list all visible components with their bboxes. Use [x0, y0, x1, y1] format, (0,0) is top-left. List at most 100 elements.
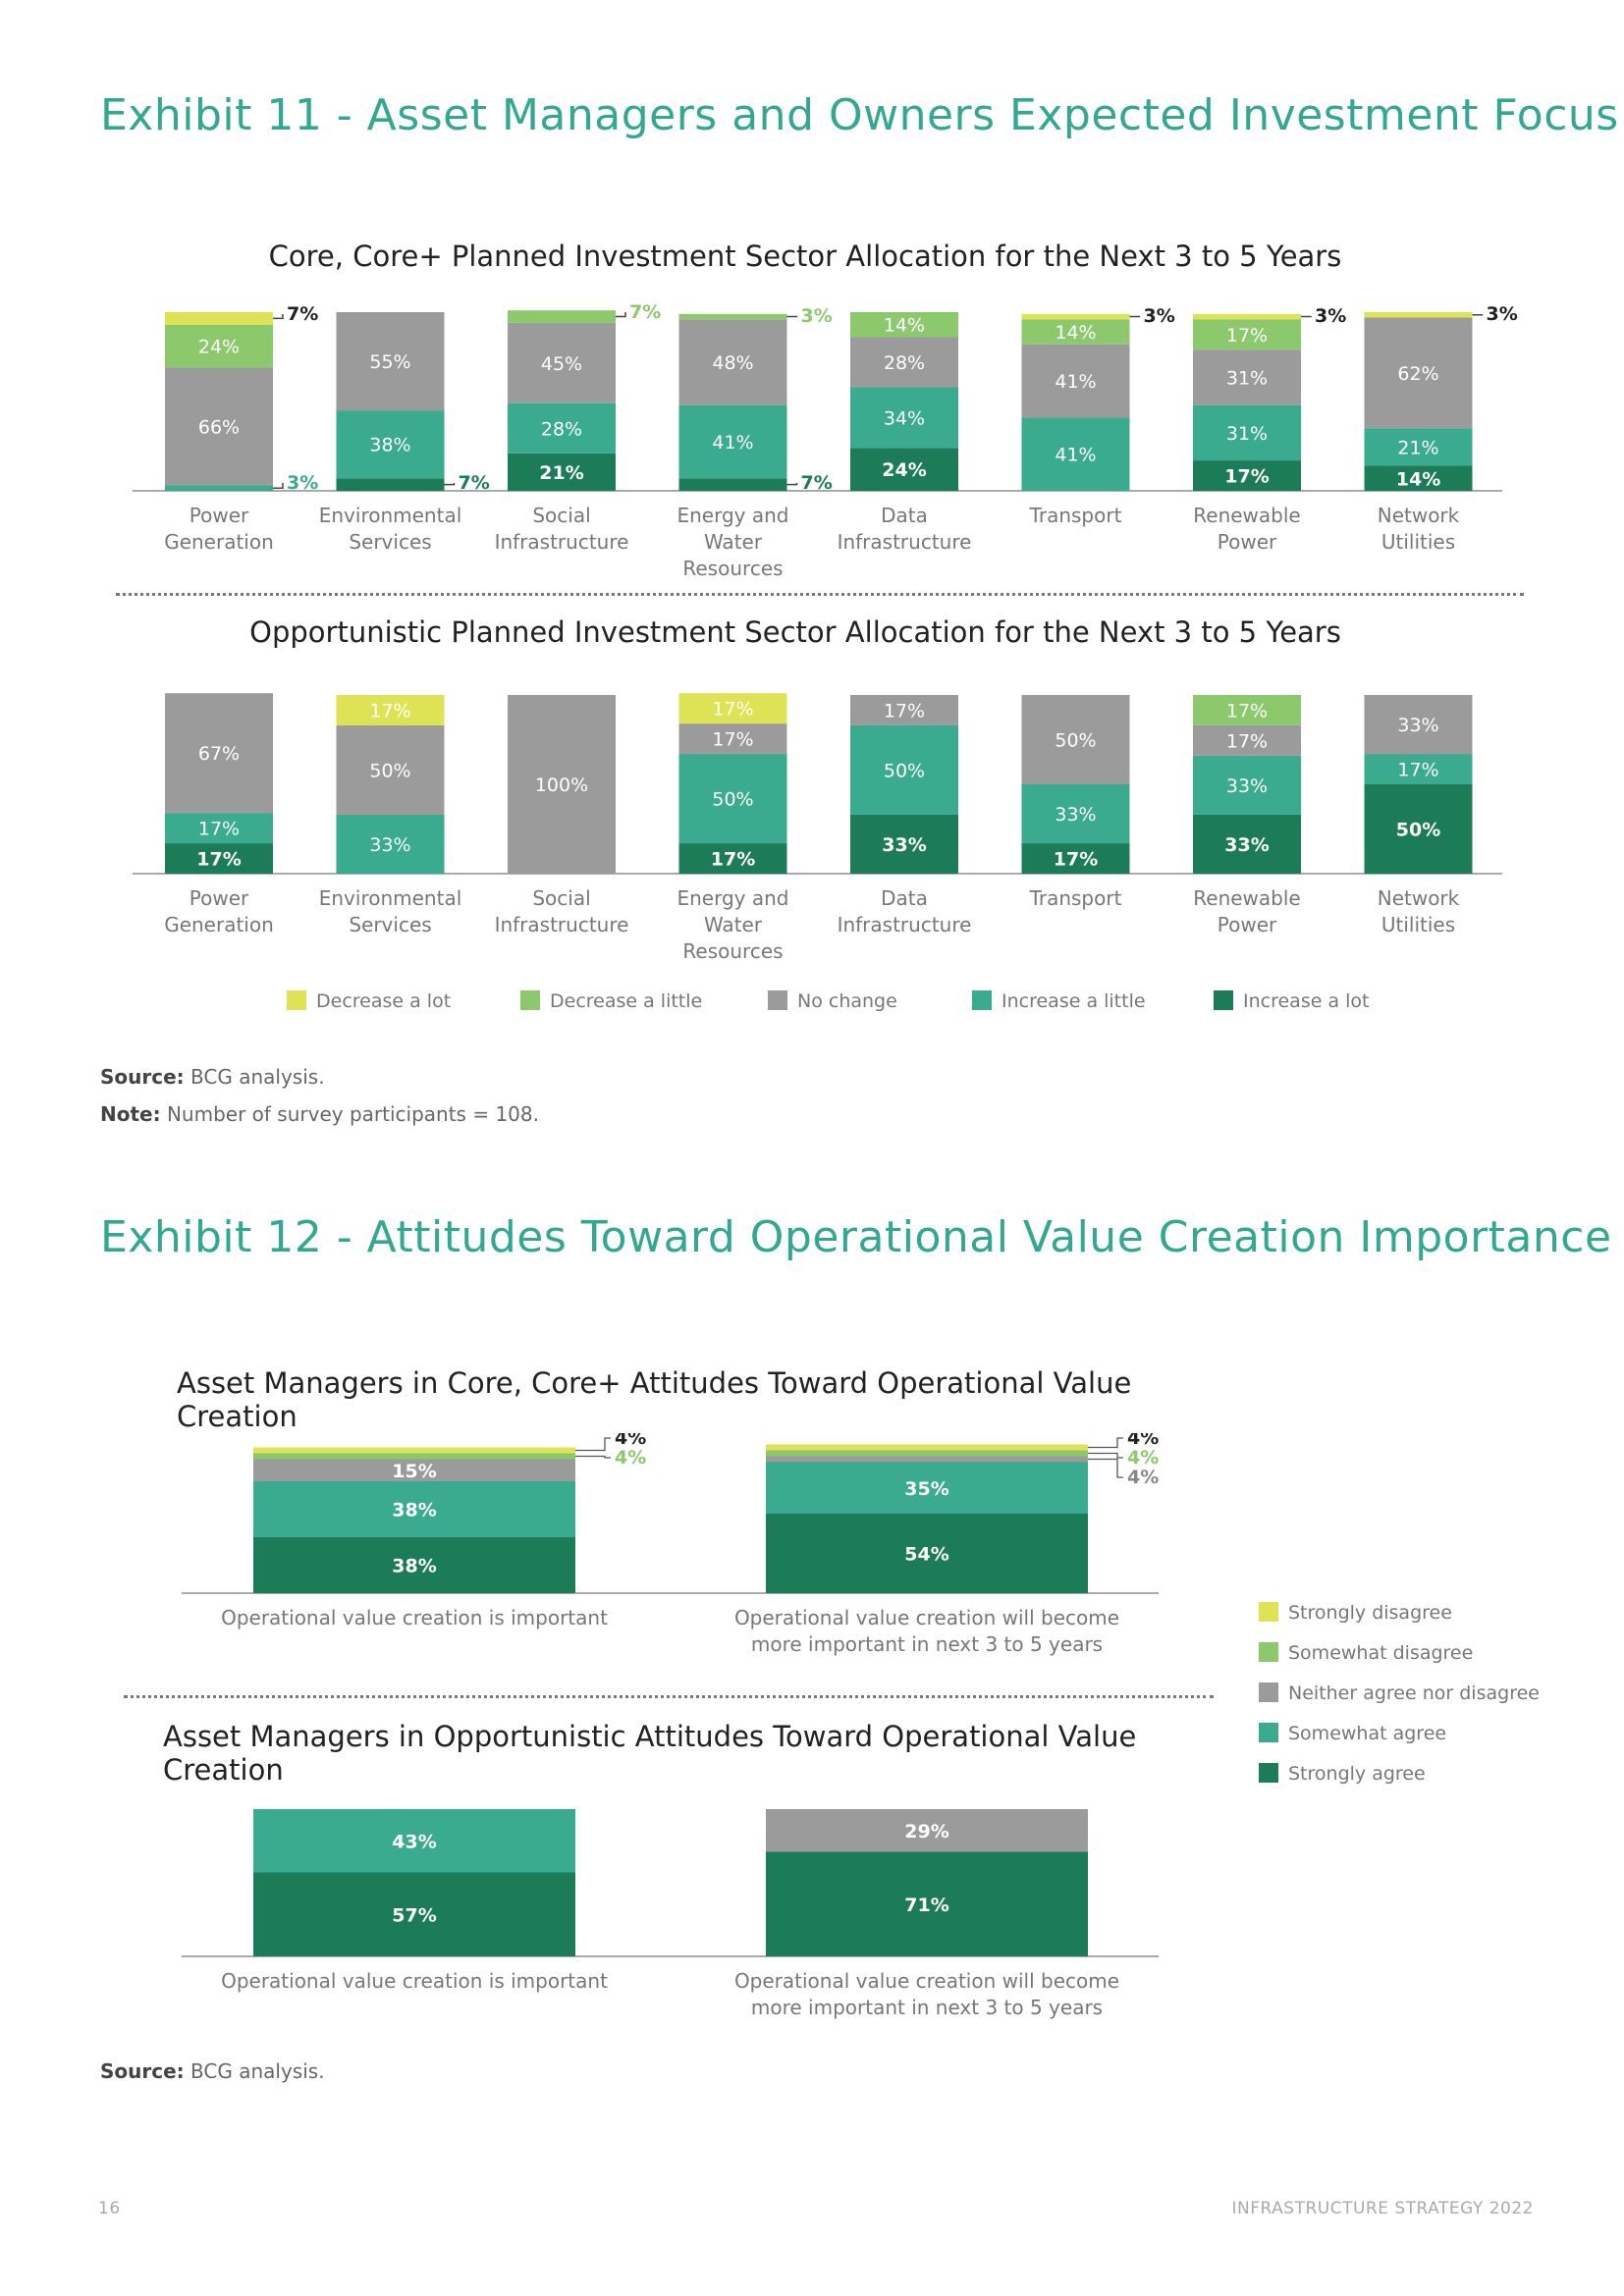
data-label-0-6-1: 31%	[1226, 423, 1268, 445]
legend2-label-2: Neither agree nor disagree	[1288, 1682, 1540, 1704]
data-label-0-3-2: 48%	[712, 352, 753, 374]
category-label-2-0-0: Operational value creation is important	[221, 1606, 608, 1629]
legend2-label-1: Somewhat disagree	[1288, 1642, 1473, 1664]
bar-segment-3-1-2	[766, 1809, 1088, 1852]
bar-segment-2-0-4	[253, 1447, 575, 1454]
bar-segment-0-2-3	[508, 310, 616, 323]
category-label-1-5-0: Transport	[1029, 886, 1122, 910]
bar-segment-1-3-0	[678, 843, 787, 874]
category-label-0-6-1: Power	[1218, 530, 1277, 554]
category-label-1-1-1: Services	[349, 913, 431, 936]
divider-1	[116, 593, 1524, 596]
divider-2	[124, 1695, 1214, 1698]
data-label-0-0-3: 24%	[198, 337, 240, 358]
bar-segment-1-3-1	[678, 754, 787, 844]
data-label-1-4-1: 50%	[884, 760, 925, 781]
legend-attitudes: Strongly disagree Somewhat disagree Neithe…	[1259, 1602, 1540, 1785]
data-label-2-1-0: 54%	[904, 1544, 948, 1566]
bar-segment-1-4-0	[850, 814, 958, 874]
data-label-1-4-2: 17%	[884, 700, 925, 721]
data-label-0-4-1: 34%	[884, 407, 925, 429]
legend-label-4: Increase a lot	[1243, 990, 1369, 1012]
category-label-0-7-1: Utilities	[1381, 530, 1455, 554]
bar-segment-1-4-1	[850, 724, 958, 815]
legend-label-3: Increase a little	[1001, 990, 1146, 1012]
category-label-3-0-0: Operational value creation is important	[221, 1969, 608, 1993]
data-label-3-0-0: 57%	[392, 1904, 436, 1926]
category-label-0-6-0: Renewable	[1193, 504, 1300, 527]
leader-line-0-6-4	[1301, 315, 1312, 318]
legend-swatch-4	[1214, 990, 1233, 1010]
bar-segment-0-4-1	[850, 387, 958, 449]
data-label-0-4-0: 24%	[882, 459, 926, 481]
category-label-1-3-0: Energy and	[677, 886, 788, 910]
bar-segment-0-2-0	[508, 453, 616, 491]
data-label-1-7-2: 33%	[1397, 715, 1438, 736]
bar-segment-2-0-3	[253, 1453, 575, 1460]
data-label-2-1-2: 4%	[1127, 1467, 1159, 1488]
category-label-1-4-0: Data	[881, 886, 928, 910]
data-label-2-1-1: 35%	[904, 1478, 948, 1500]
bar-segment-2-0-1	[253, 1481, 575, 1537]
bar-segment-2-0-2	[253, 1459, 575, 1481]
category-label-1-2-0: Social	[532, 886, 590, 910]
data-label-1-6-2: 17%	[1226, 730, 1268, 752]
bar-segment-1-7-2	[1364, 695, 1473, 755]
bar-segment-0-6-3	[1193, 319, 1301, 350]
bar-segment-0-3-1	[678, 404, 787, 479]
data-label-0-3-3: 3%	[801, 305, 833, 327]
data-label-0-6-4: 3%	[1315, 305, 1346, 327]
bar-segment-0-2-1	[508, 402, 616, 454]
chart-core-sector-allocation: 3% 66% 24% 7% Power Generation 7% 38% 55% Environ…	[133, 301, 1518, 580]
bar-segment-1-6-0	[1193, 814, 1301, 874]
bar-segment-0-7-0	[1364, 465, 1473, 491]
bar-segment-3-0-1	[253, 1809, 575, 1873]
bar-segment-1-0-1	[165, 813, 273, 844]
data-label-1-6-0: 33%	[1224, 834, 1269, 856]
bar-segment-2-1-4	[766, 1444, 1088, 1451]
category-label-1-2-1: Infrastructure	[495, 913, 629, 936]
data-label-0-5-4: 3%	[1144, 305, 1175, 327]
bar-segment-3-1-0	[766, 1851, 1088, 1956]
bar-segment-0-1-2	[336, 312, 445, 411]
data-label-1-4-0: 33%	[882, 834, 926, 856]
legend-label-1: Decrease a little	[550, 990, 702, 1012]
chart-opportunistic-attitudes: 57% 43% Operational value creation is impo…	[182, 1809, 1159, 2019]
bar-segment-1-5-2	[1021, 695, 1130, 784]
data-label-0-2-0: 21%	[539, 462, 583, 484]
category-label-0-1-0: Environmental	[319, 504, 462, 527]
data-label-0-1-2: 55%	[369, 351, 410, 373]
category-label-1-7-0: Network	[1378, 886, 1460, 910]
category-label-0-5-0: Transport	[1029, 504, 1122, 527]
bar-segment-0-3-2	[678, 319, 787, 405]
bar-segment-1-3-2	[678, 723, 787, 755]
data-label-1-5-1: 33%	[1055, 804, 1096, 826]
data-label-0-2-1: 28%	[541, 418, 582, 440]
publication-name: INFRASTRUCTURE STRATEGY 2022	[1231, 2199, 1534, 2218]
data-label-1-6-1: 33%	[1226, 775, 1268, 797]
bar-segment-2-1-2	[766, 1456, 1088, 1463]
bar-segment-0-0-2	[165, 367, 273, 486]
chart-2-title: Opportunistic Planned Investment Sector …	[249, 615, 1341, 649]
legend2-label-4: Strongly agree	[1288, 1763, 1426, 1785]
bar-segment-0-6-1	[1193, 404, 1301, 461]
data-label-1-1-1: 33%	[369, 834, 410, 856]
data-label-0-1-1: 38%	[369, 435, 410, 456]
exhibit-11-title: Exhibit 11 - Asset Managers and Owners E…	[100, 90, 1619, 140]
bar-segment-0-5-2	[1021, 344, 1130, 418]
exhibit-11-source: Source: BCG analysis.	[100, 1065, 325, 1089]
bar-segment-2-1-3	[766, 1450, 1088, 1457]
leader-line-2-0-4	[575, 1437, 611, 1452]
data-label-1-7-1: 17%	[1397, 760, 1438, 781]
bar-segment-1-3-4	[678, 693, 787, 724]
data-label-1-3-0: 17%	[711, 849, 755, 871]
data-label-2-1-3: 4%	[1127, 1447, 1159, 1468]
data-label-3-0-1: 43%	[392, 1831, 436, 1852]
legend-swatch-3	[972, 990, 992, 1010]
legend-label-2: No change	[797, 990, 897, 1012]
category-label-0-0-0: Power	[189, 504, 249, 527]
bar-segment-0-5-4	[1021, 313, 1130, 320]
legend2-swatch-2	[1259, 1682, 1278, 1702]
bar-segment-0-7-2	[1364, 317, 1473, 429]
data-label-0-6-0: 17%	[1224, 466, 1269, 488]
